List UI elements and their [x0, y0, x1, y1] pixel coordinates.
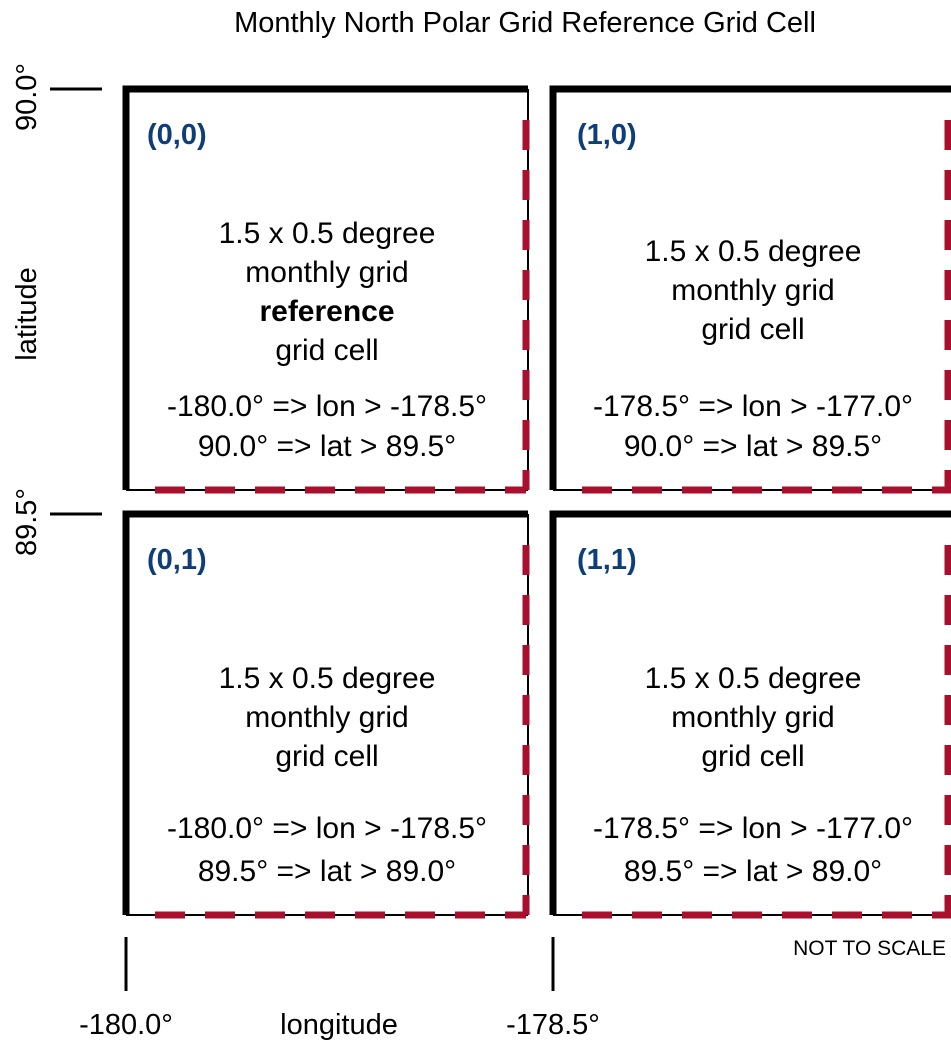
not-to-scale-note: NOT TO SCALE — [793, 937, 946, 960]
cell-lon-range: -180.0° => lon > -178.5° — [167, 812, 487, 845]
y-axis-label: latitude — [11, 267, 43, 361]
cell-lon-range: -178.5° => lon > -177.0° — [593, 812, 913, 845]
cell-line1: 1.5 x 0.5 degree — [219, 662, 436, 695]
cell-lat-range: 90.0° => lat > 89.5° — [198, 430, 456, 463]
grid-cell-0-1: (0,1) 1.5 x 0.5 degree monthly grid grid… — [122, 510, 530, 919]
x-tick-label-178-5: -178.5° — [506, 1009, 600, 1040]
cell-lat-range: 89.5° => lat > 89.0° — [198, 855, 456, 888]
cell-line2: monthly grid — [245, 256, 408, 289]
grid-cell-0-0: (0,0) 1.5 x 0.5 degree monthly grid refe… — [122, 85, 530, 494]
cell-lon-range: -180.0° => lon > -178.5° — [167, 390, 487, 423]
cell-line1: 1.5 x 0.5 degree — [219, 217, 436, 250]
cell-line3: grid cell — [275, 334, 378, 367]
cell-solid-border — [549, 85, 951, 490]
cell-line3: grid cell — [701, 313, 804, 346]
cell-lat-range: 89.5° => lat > 89.0° — [624, 855, 882, 888]
cell-line1: 1.5 x 0.5 degree — [645, 662, 862, 695]
cell-line2: monthly grid — [671, 701, 834, 734]
x-tick-label-180: -180.0° — [79, 1009, 173, 1040]
cell-lat-range: 90.0° => lat > 89.5° — [624, 430, 882, 463]
y-tick-label-89-5: 89.5° — [11, 488, 43, 556]
cell-solid-border — [122, 510, 528, 915]
grid-cell-1-1: (1,1) 1.5 x 0.5 degree monthly grid grid… — [549, 510, 951, 919]
cell-emphasis: reference — [259, 295, 394, 328]
cell-solid-border — [549, 510, 951, 915]
cell-id: (1,1) — [577, 544, 637, 576]
cell-id: (0,1) — [147, 544, 207, 576]
grid-cell-1-0: (1,0) 1.5 x 0.5 degree monthly grid grid… — [549, 85, 951, 494]
cell-id: (1,0) — [577, 119, 637, 151]
cell-id: (0,0) — [147, 119, 207, 151]
cell-line3: grid cell — [275, 740, 378, 773]
x-axis-label: longitude — [280, 1009, 398, 1040]
cell-lon-range: -178.5° => lon > -177.0° — [593, 390, 913, 423]
y-tick-label-90: 90.0° — [11, 63, 43, 131]
cell-solid-border — [122, 85, 528, 490]
cell-line1: 1.5 x 0.5 degree — [645, 235, 862, 268]
cell-line2: monthly grid — [671, 274, 834, 307]
cell-line2: monthly grid — [245, 701, 408, 734]
diagram-title: Monthly North Polar Grid Reference Grid … — [234, 7, 816, 39]
cell-line3: grid cell — [701, 740, 804, 773]
